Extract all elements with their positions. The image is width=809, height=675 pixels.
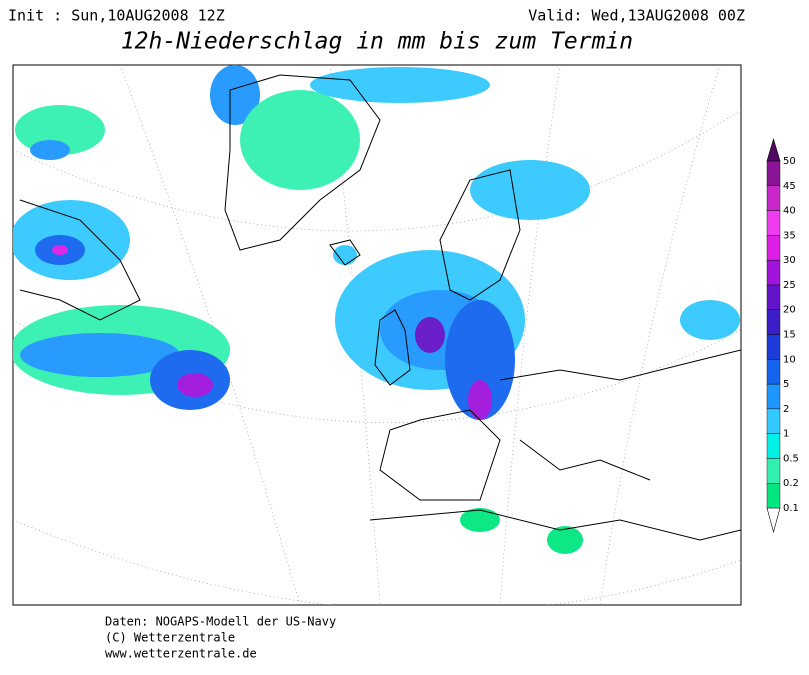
legend-swatch bbox=[766, 334, 781, 360]
footer-line: Daten: NOGAPS-Modell der US-Navy bbox=[105, 615, 336, 629]
legend-swatch bbox=[766, 408, 781, 434]
legend-swatch bbox=[766, 359, 781, 385]
legend-label: 40 bbox=[783, 206, 796, 217]
footer-line: (C) Wetterzentrale bbox=[105, 631, 235, 645]
legend-label: 0.1 bbox=[783, 503, 799, 514]
legend-label: 0.5 bbox=[783, 453, 799, 464]
legend-swatch bbox=[766, 210, 781, 236]
legend-label: 1 bbox=[783, 429, 789, 440]
legend-swatch bbox=[766, 259, 781, 286]
legend-swatch bbox=[766, 483, 781, 509]
legend-label: 45 bbox=[783, 181, 796, 192]
legend-label: 2 bbox=[783, 404, 789, 415]
legend-label: 35 bbox=[783, 230, 796, 241]
legend-label: 0.2 bbox=[783, 478, 799, 489]
legend-swatch bbox=[766, 284, 781, 310]
legend-swatch bbox=[766, 309, 781, 335]
legend-swatch bbox=[766, 458, 781, 484]
legend-swatch bbox=[766, 235, 781, 261]
legend-swatch bbox=[766, 383, 781, 410]
title: 12h-Niederschlag in mm bis zum Termin bbox=[121, 29, 633, 55]
legend-label: 15 bbox=[783, 330, 796, 341]
valid-time: Valid: Wed,13AUG2008 00Z bbox=[528, 7, 745, 25]
legend-swatch bbox=[766, 160, 781, 186]
legend-high-triangle bbox=[766, 137, 781, 162]
legend-label: 10 bbox=[783, 354, 796, 365]
legend-swatch bbox=[766, 433, 781, 459]
legend-low-triangle bbox=[766, 507, 781, 534]
legend-label: 30 bbox=[783, 255, 796, 266]
legend-label: 50 bbox=[783, 156, 796, 167]
legend-label: 25 bbox=[783, 280, 796, 291]
init-time: Init : Sun,10AUG2008 12Z bbox=[8, 7, 225, 25]
legend-label: 5 bbox=[783, 379, 789, 390]
footer-line: www.wetterzentrale.de bbox=[105, 647, 257, 661]
map bbox=[12, 64, 742, 606]
legend-label: 20 bbox=[783, 305, 796, 316]
legend-swatch bbox=[766, 185, 781, 211]
